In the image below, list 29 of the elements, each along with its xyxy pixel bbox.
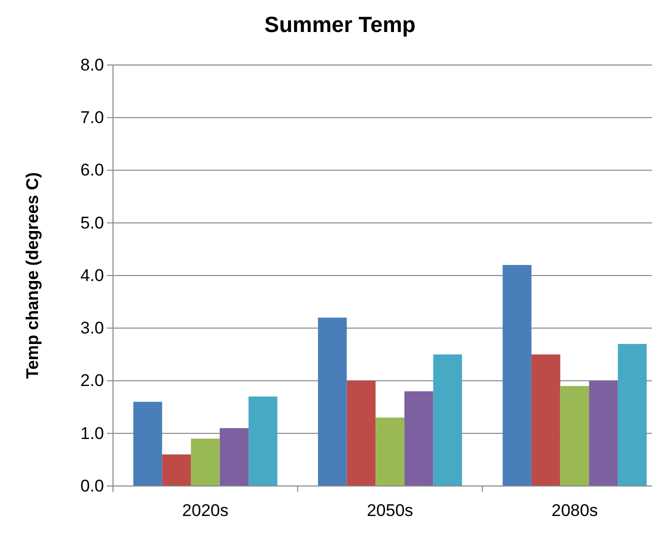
bar [220,428,249,486]
y-tick-label: 7.0 [80,108,104,128]
bar [531,354,560,486]
y-tick-label: 3.0 [80,318,104,338]
bar [618,344,647,486]
y-tick-label: 1.0 [80,424,104,443]
bar [346,380,376,486]
y-tick-label: 4.0 [80,266,104,285]
y-tick-label: 8.0 [80,55,104,74]
bar [318,318,347,486]
bar [502,264,532,486]
bar [133,402,162,486]
y-tick-label: 2.0 [80,371,104,390]
bar [404,391,434,486]
bar [376,418,404,486]
bar [248,396,278,486]
x-tick-label: 2080s [552,501,598,520]
x-tick-label: 2020s [182,501,228,520]
bar [433,354,462,486]
chart-title: Summer Temp [264,12,416,37]
x-tick-label: 2050s [366,501,414,520]
bar [190,438,220,486]
y-tick-label: 5.0 [80,213,104,232]
bar [589,380,618,486]
y-tick-label: 0.0 [80,476,104,496]
y-tick-label: 6.0 [80,160,104,180]
bar [560,386,590,486]
y-axis-title: Temp change (degrees C) [23,172,42,379]
bar [162,454,191,486]
